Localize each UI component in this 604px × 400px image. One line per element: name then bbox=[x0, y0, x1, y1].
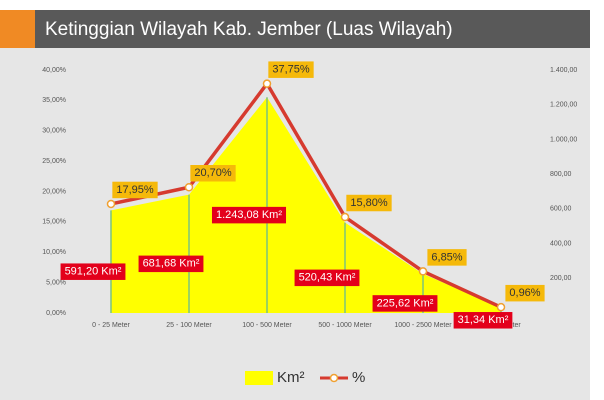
data-label: 37,75% bbox=[272, 64, 310, 76]
y2-tick-label: 1.200,00 bbox=[550, 102, 577, 109]
y2-tick-label: 600,00 bbox=[550, 206, 572, 213]
legend-label: Km² bbox=[277, 369, 305, 386]
data-label-box bbox=[268, 61, 314, 78]
marker bbox=[106, 199, 116, 209]
marker bbox=[262, 79, 272, 88]
data-label: 17,95% bbox=[116, 184, 154, 196]
legend-marker bbox=[329, 373, 339, 383]
x-tick-label: 1000 - 2500 Meter bbox=[394, 322, 452, 329]
marker bbox=[184, 182, 194, 192]
marker bbox=[418, 267, 428, 276]
data-label: 225,62 Km² bbox=[377, 297, 434, 309]
data-label: 681,68 Km² bbox=[143, 258, 200, 270]
data-label: 20,70% bbox=[194, 167, 232, 179]
data-label-box bbox=[505, 284, 545, 302]
data-label-box bbox=[60, 263, 126, 280]
header-bar bbox=[35, 10, 590, 48]
data-label-box bbox=[190, 164, 236, 182]
y2-tick-label: 1.000,00 bbox=[550, 136, 577, 143]
marker bbox=[340, 212, 350, 222]
marker bbox=[496, 302, 506, 312]
x-tick-label: 500 - 1000 Meter bbox=[318, 322, 372, 329]
x-tick-label: 25 - 100 Meter bbox=[166, 322, 212, 329]
y-tick-label: 25,00% bbox=[42, 158, 66, 165]
y-tick-label: 10,00% bbox=[42, 249, 66, 256]
data-label-box bbox=[138, 255, 204, 273]
chart-title: Ketinggian Wilayah Kab. Jember (Luas Wil… bbox=[45, 19, 453, 40]
y-tick-label: 5,00% bbox=[46, 279, 66, 286]
y2-tick-label: 1.400,00 bbox=[550, 67, 577, 74]
data-label-box bbox=[453, 312, 513, 329]
y-tick-label: 0,00% bbox=[46, 310, 66, 317]
y-tick-label: 20,00% bbox=[42, 188, 66, 195]
data-label-box bbox=[112, 181, 158, 199]
data-label: 520,43 Km² bbox=[299, 272, 356, 284]
y-tick-label: 35,00% bbox=[42, 97, 66, 104]
data-label-box bbox=[346, 194, 392, 212]
y-tick-label: 40,00% bbox=[42, 67, 66, 74]
data-label: 591,20 Km² bbox=[65, 266, 122, 278]
data-label: 0,96% bbox=[509, 287, 540, 299]
y-tick-label: 30,00% bbox=[42, 128, 66, 135]
data-label-box bbox=[427, 249, 467, 266]
data-label: 1.243,08 Km² bbox=[216, 209, 282, 221]
data-label: 15,80% bbox=[350, 197, 388, 209]
line bbox=[110, 80, 502, 309]
data-label-box bbox=[211, 206, 287, 224]
data-label-box bbox=[294, 269, 360, 287]
data-label: 6,85% bbox=[431, 251, 462, 263]
x-tick-label: 0 - 25 Meter bbox=[92, 322, 130, 329]
legend-swatch bbox=[245, 371, 273, 385]
x-tick-label: 100 - 500 Meter bbox=[242, 322, 292, 329]
y2-tick-label: 400,00 bbox=[550, 240, 572, 247]
area bbox=[111, 97, 501, 313]
data-label-box bbox=[372, 295, 438, 312]
y2-tick-label: 800,00 bbox=[550, 171, 572, 178]
legend-label: % bbox=[352, 369, 365, 386]
y-tick-label: 15,00% bbox=[42, 219, 66, 226]
y2-tick-label: 200,00 bbox=[550, 275, 572, 282]
header-accent bbox=[0, 10, 35, 48]
data-label: 31,34 Km² bbox=[458, 314, 509, 326]
